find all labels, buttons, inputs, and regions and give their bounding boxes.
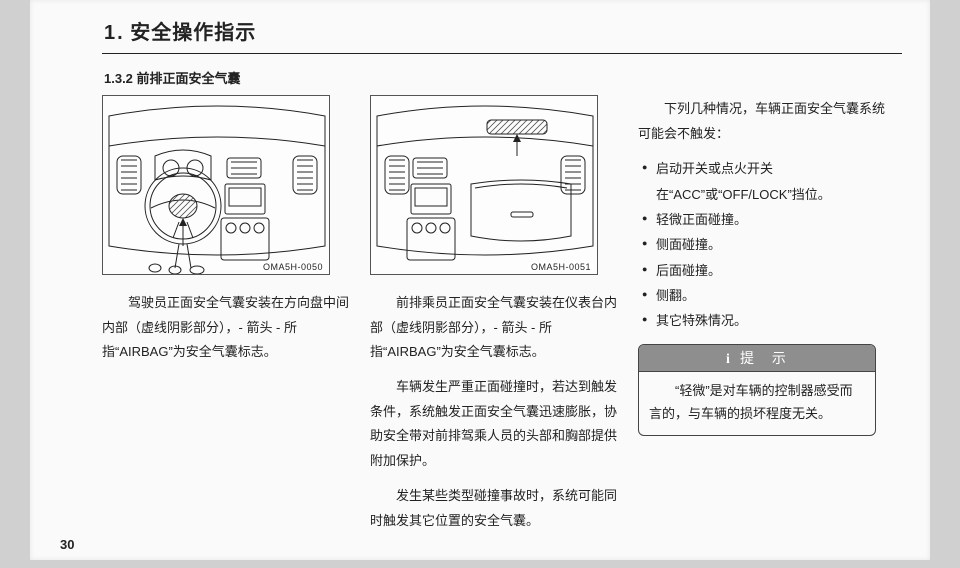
list-item: 后面碰撞。 xyxy=(642,258,886,283)
col2-para1: 前排乘员正面安全气囊安装在仪表台内部（虚线阴影部分），- 箭头 - 所指“AIR… xyxy=(370,291,620,365)
col2-para3: 发生某些类型碰撞事故时，系统可能同时触发其它位置的安全气囊。 xyxy=(370,484,620,533)
section-number: 1.3.2 xyxy=(104,71,133,86)
section-title: 1.3.2 前排正面安全气囊 xyxy=(104,68,902,87)
column-3: 下列几种情况，车辆正面安全气囊系统可能会不触发： 启动开关或点火开关在“ACC”… xyxy=(638,95,886,543)
section-name: 前排正面安全气囊 xyxy=(137,71,241,86)
figure-code-left: OMA5H-0050 xyxy=(261,262,325,272)
hint-title: 提 示 xyxy=(740,350,788,366)
col1-para1: 驾驶员正面安全气囊安装在方向盘中间内部（虚线阴影部分），- 箭头 - 所指“AI… xyxy=(102,291,352,365)
figure-driver-airbag: OMA5H-0050 xyxy=(102,95,330,275)
chapter-number: 1 xyxy=(104,22,115,44)
info-icon: i xyxy=(726,352,732,367)
situation-list: 启动开关或点火开关在“ACC”或“OFF/LOCK”挡位。 轻微正面碰撞。 侧面… xyxy=(642,156,886,333)
hint-body: “轻微”是对车辆的控制器感受而言的，与车辆的损坏程度无关。 xyxy=(639,372,875,436)
manual-page: 1. 安全操作指示 1.3.2 前排正面安全气囊 xyxy=(30,0,930,560)
figure-code-right: OMA5H-0051 xyxy=(529,262,593,272)
figure-passenger-airbag: OMA5H-0051 xyxy=(370,95,598,275)
column-1: OMA5H-0050 驾驶员正面安全气囊安装在方向盘中间内部（虚线阴影部分），-… xyxy=(102,95,352,543)
col3-intro: 下列几种情况，车辆正面安全气囊系统可能会不触发： xyxy=(638,97,886,146)
content-columns: OMA5H-0050 驾驶员正面安全气囊安装在方向盘中间内部（虚线阴影部分），-… xyxy=(102,95,902,543)
list-item: 侧面碰撞。 xyxy=(642,232,886,257)
chapter-title: 1. 安全操作指示 xyxy=(102,16,902,54)
col2-para2: 车辆发生严重正面碰撞时，若达到触发条件，系统触发正面安全气囊迅速膨胀，协助安全带… xyxy=(370,375,620,474)
list-item: 其它特殊情况。 xyxy=(642,308,886,333)
hint-header: i提 示 xyxy=(639,345,875,372)
list-item: 侧翻。 xyxy=(642,283,886,308)
page-number: 30 xyxy=(60,537,74,552)
list-item: 启动开关或点火开关在“ACC”或“OFF/LOCK”挡位。 xyxy=(642,156,886,207)
column-2: OMA5H-0051 前排乘员正面安全气囊安装在仪表台内部（虚线阴影部分），- … xyxy=(370,95,620,543)
chapter-name: 安全操作指示 xyxy=(130,22,256,44)
list-item: 轻微正面碰撞。 xyxy=(642,207,886,232)
hint-box: i 提 示 “轻微”是对车辆的控制器感受而言的，与车辆的损坏程度无关。 xyxy=(638,344,876,437)
